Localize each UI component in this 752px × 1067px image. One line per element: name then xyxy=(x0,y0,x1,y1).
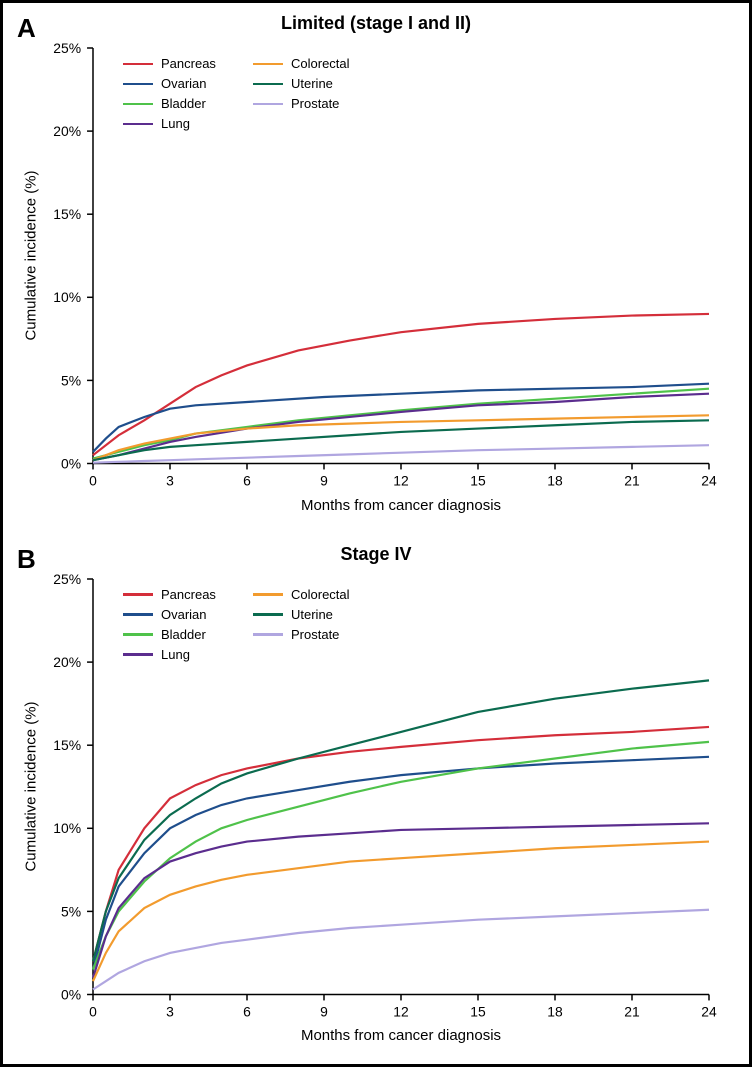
series-lung xyxy=(93,394,709,460)
legend-swatch-pancreas xyxy=(123,593,153,596)
svg-text:5%: 5% xyxy=(61,903,81,919)
legend-label-uterine: Uterine xyxy=(291,605,333,625)
legend-item-prostate: Prostate xyxy=(253,625,350,645)
legend-swatch-ovarian xyxy=(123,613,153,616)
legend-item-uterine: Uterine xyxy=(253,605,350,625)
panel-b-plot: 0%5%10%15%20%25%03691215182124 PancreasO… xyxy=(93,579,709,995)
series-colorectal xyxy=(93,841,709,981)
legend-item-lung: Lung xyxy=(123,645,216,665)
svg-text:20%: 20% xyxy=(53,654,81,670)
legend-swatch-prostate xyxy=(253,103,283,106)
panel-b-xlabel: Months from cancer diagnosis xyxy=(93,1027,709,1044)
legend-swatch-colorectal xyxy=(253,593,283,596)
svg-text:0: 0 xyxy=(89,472,97,488)
legend-item-bladder: Bladder xyxy=(123,94,216,114)
svg-text:5%: 5% xyxy=(61,372,81,388)
svg-text:9: 9 xyxy=(320,1003,328,1019)
legend-label-prostate: Prostate xyxy=(291,94,339,114)
svg-text:25%: 25% xyxy=(53,570,81,586)
legend-item-ovarian: Ovarian xyxy=(123,605,216,625)
svg-text:21: 21 xyxy=(624,1003,640,1019)
series-uterine xyxy=(93,420,709,460)
legend-item-prostate: Prostate xyxy=(253,94,350,114)
legend-label-bladder: Bladder xyxy=(161,625,206,645)
legend-swatch-uterine xyxy=(253,83,283,86)
svg-text:6: 6 xyxy=(243,1003,251,1019)
legend-item-lung: Lung xyxy=(123,114,216,134)
panel-a-plot: 0%5%10%15%20%25%03691215182124 PancreasO… xyxy=(93,48,709,464)
svg-text:3: 3 xyxy=(166,472,174,488)
legend-item-pancreas: Pancreas xyxy=(123,54,216,74)
legend-label-colorectal: Colorectal xyxy=(291,54,350,74)
svg-text:24: 24 xyxy=(701,472,717,488)
svg-text:20%: 20% xyxy=(53,123,81,139)
legend-label-uterine: Uterine xyxy=(291,74,333,94)
series-pancreas xyxy=(93,314,709,455)
svg-text:18: 18 xyxy=(547,472,563,488)
svg-text:12: 12 xyxy=(393,1003,409,1019)
svg-text:18: 18 xyxy=(547,1003,563,1019)
svg-text:12: 12 xyxy=(393,472,409,488)
legend-label-bladder: Bladder xyxy=(161,94,206,114)
legend-label-ovarian: Ovarian xyxy=(161,74,207,94)
legend-label-lung: Lung xyxy=(161,645,190,665)
series-ovarian xyxy=(93,756,709,969)
series-pancreas xyxy=(93,726,709,960)
legend-swatch-bladder xyxy=(123,103,153,106)
legend-swatch-ovarian xyxy=(123,83,153,86)
series-prostate xyxy=(93,909,709,989)
figure-container: A Limited (stage I and II) Cumulative in… xyxy=(0,0,752,1067)
panel-b-title: Stage IV xyxy=(3,544,749,565)
panel-a-xlabel: Months from cancer diagnosis xyxy=(93,497,709,514)
legend-label-pancreas: Pancreas xyxy=(161,585,216,605)
svg-text:15%: 15% xyxy=(53,206,81,222)
legend-swatch-prostate xyxy=(253,633,283,636)
svg-text:9: 9 xyxy=(320,472,328,488)
legend-item-ovarian: Ovarian xyxy=(123,74,216,94)
svg-text:15: 15 xyxy=(470,1003,486,1019)
legend-label-prostate: Prostate xyxy=(291,625,339,645)
legend-label-ovarian: Ovarian xyxy=(161,605,207,625)
svg-text:3: 3 xyxy=(166,1003,174,1019)
svg-text:24: 24 xyxy=(701,1003,717,1019)
legend-item-colorectal: Colorectal xyxy=(253,585,350,605)
legend-label-colorectal: Colorectal xyxy=(291,585,350,605)
legend-item-colorectal: Colorectal xyxy=(253,54,350,74)
panel-a: A Limited (stage I and II) Cumulative in… xyxy=(3,3,749,534)
svg-text:0%: 0% xyxy=(61,455,81,471)
panel-b-ylabel: Cumulative incidence (%) xyxy=(21,579,41,995)
svg-text:6: 6 xyxy=(243,472,251,488)
legend-swatch-lung xyxy=(123,653,153,656)
legend-swatch-uterine xyxy=(253,613,283,616)
panel-b: B Stage IV Cumulative incidence (%) 0%5%… xyxy=(3,534,749,1065)
legend-item-pancreas: Pancreas xyxy=(123,585,216,605)
svg-text:10%: 10% xyxy=(53,289,81,305)
legend-swatch-colorectal xyxy=(253,63,283,66)
panel-a-ylabel: Cumulative incidence (%) xyxy=(21,48,41,464)
legend-item-uterine: Uterine xyxy=(253,74,350,94)
legend-label-pancreas: Pancreas xyxy=(161,54,216,74)
legend-item-bladder: Bladder xyxy=(123,625,216,645)
svg-text:21: 21 xyxy=(624,472,640,488)
legend-swatch-bladder xyxy=(123,633,153,636)
legend-swatch-lung xyxy=(123,123,153,126)
svg-text:15: 15 xyxy=(470,472,486,488)
panel-a-title: Limited (stage I and II) xyxy=(3,13,749,34)
legend-label-lung: Lung xyxy=(161,114,190,134)
svg-text:10%: 10% xyxy=(53,820,81,836)
svg-text:0: 0 xyxy=(89,1003,97,1019)
svg-text:0%: 0% xyxy=(61,986,81,1002)
series-prostate xyxy=(93,445,709,462)
legend-swatch-pancreas xyxy=(123,63,153,66)
svg-text:25%: 25% xyxy=(53,40,81,56)
svg-text:15%: 15% xyxy=(53,737,81,753)
